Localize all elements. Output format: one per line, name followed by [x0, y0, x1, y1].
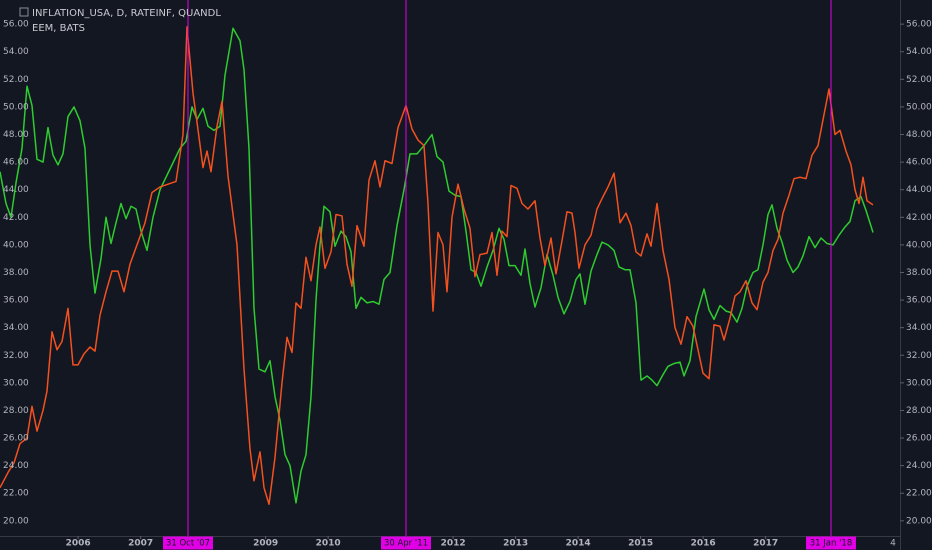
y-tick-label: 38.00 [3, 268, 29, 278]
x-tick-label: 2010 [316, 539, 341, 549]
y-tick-label: 54.00 [3, 47, 29, 57]
x-tick-label: 2016 [691, 539, 716, 549]
y-tick-label: 36.00 [3, 296, 29, 306]
y2-tick-label: 46.00 [906, 158, 932, 168]
legend-entry: EEM, BATS [32, 23, 85, 34]
y2-tick-label: 54.00 [906, 47, 932, 57]
y-tick-label: 48.00 [3, 130, 29, 140]
marker-label-box [381, 536, 431, 550]
y2-tick-label: 34.00 [906, 323, 932, 333]
y2-tick-label: 22.00 [906, 489, 932, 499]
y-tick-label: 20.00 [3, 516, 29, 526]
y2-tick-label: 44.00 [906, 185, 932, 195]
y2-tick-label: 32.00 [906, 351, 932, 361]
y2-tick-label: 28.00 [906, 406, 932, 416]
marker-label: 30 Apr '11 [384, 539, 428, 549]
marker-label-box [163, 536, 213, 550]
x-tick-label: 2006 [66, 539, 91, 549]
y-tick-label: 30.00 [3, 378, 29, 388]
x-tick-label: 2007 [128, 539, 153, 549]
y2-tick-label: 52.00 [906, 75, 932, 85]
x-tick-label: 2015 [628, 539, 653, 549]
x-tick-label: 2017 [753, 539, 778, 549]
y-tick-label: 34.00 [3, 323, 29, 333]
y-tick-label: 42.00 [3, 213, 29, 223]
y-tick-label: 52.00 [3, 75, 29, 85]
marker-label: 31 Oct '07 [166, 539, 210, 549]
x-tick-label: 2013 [503, 539, 528, 549]
marker-label: 31 Jan '18 [810, 539, 852, 549]
y2-tick-label: 48.00 [906, 130, 932, 140]
y2-tick-label: 40.00 [906, 240, 932, 250]
y2-tick-label: 24.00 [906, 461, 932, 471]
y2-tick-label: 20.00 [906, 516, 932, 526]
y2-tick-label: 26.00 [906, 434, 932, 444]
series-line [0, 26, 874, 506]
y-tick-label: 40.00 [3, 240, 29, 250]
legend-icon [19, 7, 29, 17]
y-tick-label: 44.00 [3, 185, 29, 195]
plot [0, 26, 874, 506]
y-tick-label: 50.00 [3, 102, 29, 112]
marker-label-box [806, 536, 856, 550]
y2-tick-label: 36.00 [906, 296, 932, 306]
edge-label: 4 [890, 539, 896, 549]
overlay: 31 Oct '07 30 Apr '11 31 Jan '18 [163, 0, 856, 550]
series-line [0, 27, 874, 504]
y2-tick-label: 30.00 [906, 378, 932, 388]
y-tick-label: 22.00 [3, 489, 29, 499]
y-tick-label: 56.00 [3, 20, 29, 30]
y-tick-label: 28.00 [3, 406, 29, 416]
y-tick-label: 26.00 [3, 434, 29, 444]
y-tick-label: 32.00 [3, 351, 29, 361]
x-tick-label: 2014 [566, 539, 591, 549]
y2-tick-label: 42.00 [906, 213, 932, 223]
y2-tick-label: 38.00 [906, 268, 932, 278]
y-tick-label: 46.00 [3, 158, 29, 168]
y2-tick-label: 56.00 [906, 20, 932, 30]
y-tick-label: 24.00 [3, 461, 29, 471]
y2-tick-label: 50.00 [906, 102, 932, 112]
x-tick-label: 2012 [441, 539, 466, 549]
x-tick-label: 2009 [253, 539, 278, 549]
legend-entry: INFLATION_USA, D, RATEINF, QUANDL [32, 8, 221, 19]
